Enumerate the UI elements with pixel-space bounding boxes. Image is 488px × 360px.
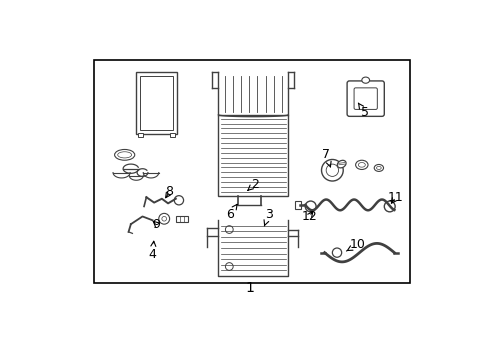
Ellipse shape	[376, 166, 381, 170]
Text: 1: 1	[245, 281, 254, 295]
Text: 10: 10	[346, 238, 365, 251]
Bar	[94, 60, 409, 283]
Text: 11: 11	[387, 191, 403, 204]
Text: 5: 5	[358, 103, 368, 119]
Ellipse shape	[361, 77, 369, 83]
Circle shape	[225, 263, 233, 270]
Bar	[176, 216, 188, 222]
Text: 4: 4	[148, 241, 156, 261]
Circle shape	[332, 248, 341, 257]
Circle shape	[162, 216, 166, 221]
Text: 9: 9	[152, 218, 160, 231]
Bar	[170, 132, 175, 137]
Bar	[218, 115, 287, 195]
Ellipse shape	[373, 165, 383, 171]
Ellipse shape	[114, 149, 135, 160]
Ellipse shape	[355, 160, 367, 170]
Ellipse shape	[118, 152, 131, 158]
Circle shape	[305, 201, 315, 212]
FancyBboxPatch shape	[353, 88, 377, 109]
Circle shape	[384, 201, 394, 212]
Bar	[140, 76, 172, 130]
Circle shape	[321, 159, 343, 181]
Text: 8: 8	[165, 185, 173, 198]
Bar	[295, 201, 300, 209]
FancyBboxPatch shape	[346, 81, 384, 116]
Circle shape	[159, 213, 169, 224]
Circle shape	[325, 164, 338, 176]
Text: 3: 3	[264, 208, 272, 226]
Circle shape	[225, 226, 233, 233]
Text: 6: 6	[225, 204, 237, 221]
Bar	[138, 132, 142, 137]
Text: 7: 7	[322, 148, 330, 167]
Circle shape	[174, 195, 183, 205]
Ellipse shape	[337, 160, 346, 168]
Text: 2: 2	[247, 177, 258, 190]
Ellipse shape	[358, 163, 365, 167]
Bar	[136, 72, 176, 134]
Text: 12: 12	[301, 210, 316, 223]
